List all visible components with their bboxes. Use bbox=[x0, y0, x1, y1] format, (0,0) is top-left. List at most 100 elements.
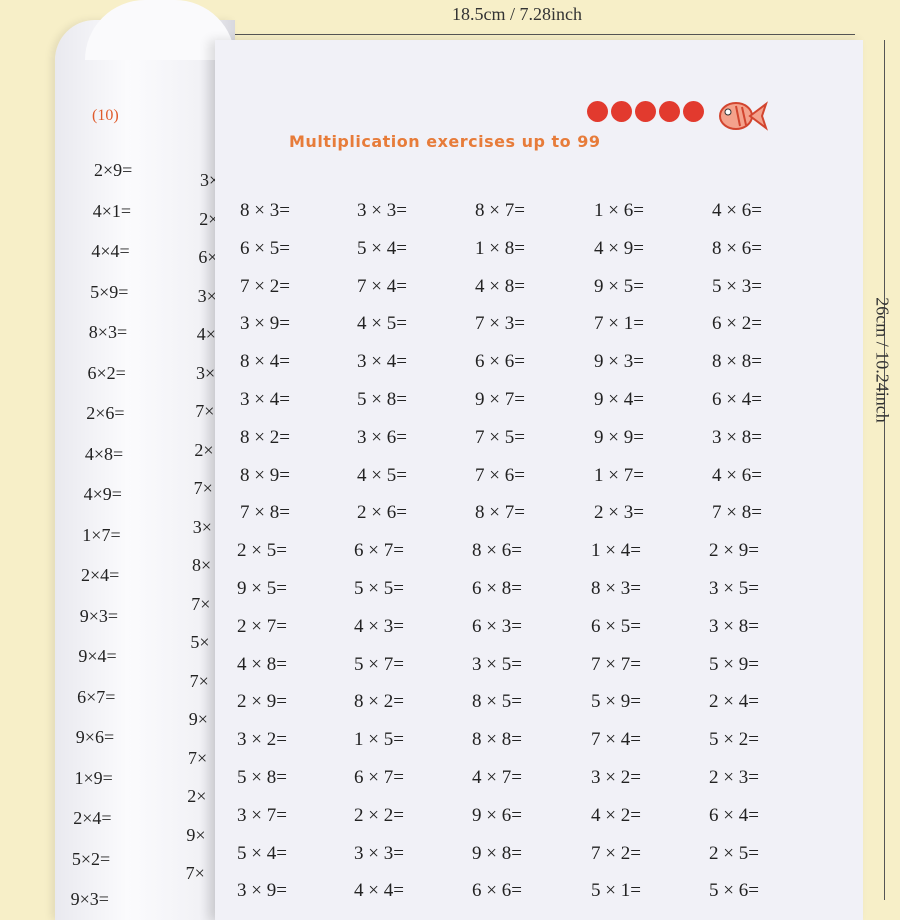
exercise-cell: 9 × 5= bbox=[237, 578, 287, 599]
exercise-cell: 5 × 1= bbox=[591, 880, 641, 902]
exercise-cell: 2 × 5= bbox=[709, 842, 759, 864]
exercise-cell: 6 × 5= bbox=[240, 237, 290, 259]
progress-dot bbox=[683, 101, 704, 122]
left-curled-page bbox=[55, 20, 235, 920]
exercise-cell: 5 × 9= bbox=[709, 653, 759, 675]
left-page-label: (10) bbox=[92, 107, 119, 124]
exercise-cell: 8 × 6= bbox=[712, 237, 762, 259]
exercise-cell: 8 × 3= bbox=[591, 578, 641, 599]
exercise-cell: 7 × 2= bbox=[240, 275, 290, 297]
exercise-cell: 7 × 8= bbox=[712, 502, 762, 524]
exercise-cell: 5 × 2= bbox=[709, 729, 759, 751]
exercise-cell: 4 × 3= bbox=[354, 615, 404, 637]
exercise-cell: 2 × 2= bbox=[354, 804, 404, 826]
exercise-cell: 3 × 6= bbox=[357, 426, 407, 448]
exercise-cell: 5 × 9= bbox=[591, 691, 641, 713]
exercise-cell: 8 × 7= bbox=[475, 502, 525, 524]
exercise-cell: 3 × 3= bbox=[357, 200, 407, 221]
exercise-cell: 7 × 1= bbox=[594, 313, 644, 335]
width-dimension-line bbox=[225, 34, 855, 35]
fish-icon bbox=[719, 101, 768, 131]
exercise-cell: 5 × 6= bbox=[709, 880, 759, 902]
exercise-cell: 6 × 5= bbox=[591, 615, 641, 637]
page-curl bbox=[85, 0, 235, 60]
left-exercise-cell-partial: 3× bbox=[200, 170, 220, 190]
left-exercise-cell: 6×2= bbox=[87, 362, 126, 383]
left-exercise-cell-partial: 4× bbox=[196, 324, 216, 344]
left-exercise-cell: 2×4= bbox=[73, 808, 112, 828]
exercise-cell: 5 × 8= bbox=[237, 767, 287, 788]
exercise-cell: 7 × 6= bbox=[475, 464, 525, 486]
exercise-cell: 3 × 7= bbox=[237, 804, 287, 826]
exercise-cell: 1 × 4= bbox=[591, 540, 641, 562]
left-exercise-cell-partial: 7× bbox=[188, 747, 208, 768]
left-exercise-cell-partial: 2× bbox=[194, 439, 214, 460]
exercise-cell: 8 × 2= bbox=[354, 691, 404, 713]
exercise-cell: 5 × 5= bbox=[354, 578, 404, 599]
exercise-cell: 2 × 7= bbox=[237, 615, 287, 637]
exercise-cell: 6 × 2= bbox=[712, 313, 762, 335]
exercise-cell: 9 × 3= bbox=[594, 351, 644, 373]
left-exercise-cell-partial: 7× bbox=[193, 478, 213, 498]
exercise-cell: 7 × 5= bbox=[475, 426, 525, 448]
left-exercise-cell: 4×1= bbox=[92, 200, 131, 221]
exercise-cell: 3 × 2= bbox=[591, 767, 641, 788]
width-dimension-label: 18.5cm / 7.28inch bbox=[452, 4, 582, 24]
exercise-cell: 9 × 9= bbox=[594, 426, 644, 448]
exercise-cell: 5 × 7= bbox=[354, 653, 404, 675]
exercise-cell: 6 × 4= bbox=[709, 804, 759, 826]
exercise-cell: 8 × 8= bbox=[472, 729, 522, 751]
exercise-cell: 7 × 4= bbox=[357, 275, 407, 297]
left-exercise-cell: 2×6= bbox=[86, 403, 125, 423]
exercise-cell: 9 × 6= bbox=[472, 804, 522, 826]
progress-dot bbox=[587, 101, 608, 122]
exercise-cell: 4 × 8= bbox=[237, 653, 287, 675]
left-exercise-cell-partial: 2× bbox=[199, 208, 219, 229]
exercise-cell: 3 × 4= bbox=[240, 389, 290, 410]
left-exercise-cell-partial: 3× bbox=[196, 362, 216, 383]
exercise-cell: 5 × 8= bbox=[357, 389, 407, 410]
exercise-cell: 7 × 2= bbox=[591, 842, 641, 864]
left-exercise-cell: 2×4= bbox=[81, 565, 120, 585]
left-exercise-cell: 1×9= bbox=[74, 767, 113, 788]
left-exercise-cell-partial: 9× bbox=[188, 709, 208, 729]
exercise-cell: 1 × 6= bbox=[594, 200, 644, 221]
exercise-cell: 4 × 9= bbox=[594, 237, 644, 259]
left-exercise-cell: 9×4= bbox=[78, 646, 117, 666]
exercise-cell: 4 × 2= bbox=[591, 804, 641, 826]
page-title: Multiplication exercises up to 99 bbox=[289, 132, 601, 151]
left-exercise-cell: 5×2= bbox=[71, 848, 111, 869]
left-exercise-cell-partial: 3× bbox=[192, 516, 212, 537]
exercise-cell: 6 × 6= bbox=[472, 880, 522, 902]
exercise-cell: 8 × 3= bbox=[240, 200, 290, 221]
left-exercise-cell: 8×3= bbox=[88, 322, 128, 342]
exercise-cell: 8 × 5= bbox=[472, 691, 522, 713]
exercise-cell: 2 × 6= bbox=[357, 502, 407, 524]
exercise-cell: 4 × 5= bbox=[357, 464, 407, 486]
left-exercise-cell: 4×9= bbox=[83, 484, 122, 504]
exercise-cell: 3 × 2= bbox=[237, 729, 287, 751]
exercise-cell: 6 × 7= bbox=[354, 540, 404, 562]
exercise-cell: 6 × 6= bbox=[475, 351, 525, 373]
left-exercise-cell: 4×8= bbox=[84, 443, 124, 464]
exercise-cell: 8 × 2= bbox=[240, 426, 290, 448]
exercise-cell: 3 × 9= bbox=[237, 880, 287, 902]
exercise-cell: 9 × 7= bbox=[475, 389, 525, 410]
exercise-cell: 8 × 9= bbox=[240, 464, 290, 486]
exercise-cell: 7 × 4= bbox=[591, 729, 641, 751]
exercise-cell: 3 × 5= bbox=[472, 653, 522, 675]
exercise-cell: 5 × 4= bbox=[237, 842, 287, 864]
exercise-cell: 6 × 8= bbox=[472, 578, 522, 599]
left-exercise-cell: 4×4= bbox=[91, 241, 130, 261]
exercise-cell: 5 × 3= bbox=[712, 275, 762, 297]
exercise-cell: 4 × 7= bbox=[472, 767, 522, 788]
exercise-cell: 2 × 3= bbox=[709, 767, 759, 788]
exercise-cell: 8 × 7= bbox=[475, 200, 525, 221]
main-page bbox=[215, 40, 863, 920]
exercise-cell: 3 × 8= bbox=[709, 615, 759, 637]
height-dimension-line bbox=[884, 40, 885, 900]
left-exercise-cell-partial: 6× bbox=[198, 247, 218, 267]
exercise-cell: 7 × 7= bbox=[591, 653, 641, 675]
left-exercise-cell-partial: 7× bbox=[195, 401, 215, 421]
progress-dots bbox=[587, 101, 704, 122]
